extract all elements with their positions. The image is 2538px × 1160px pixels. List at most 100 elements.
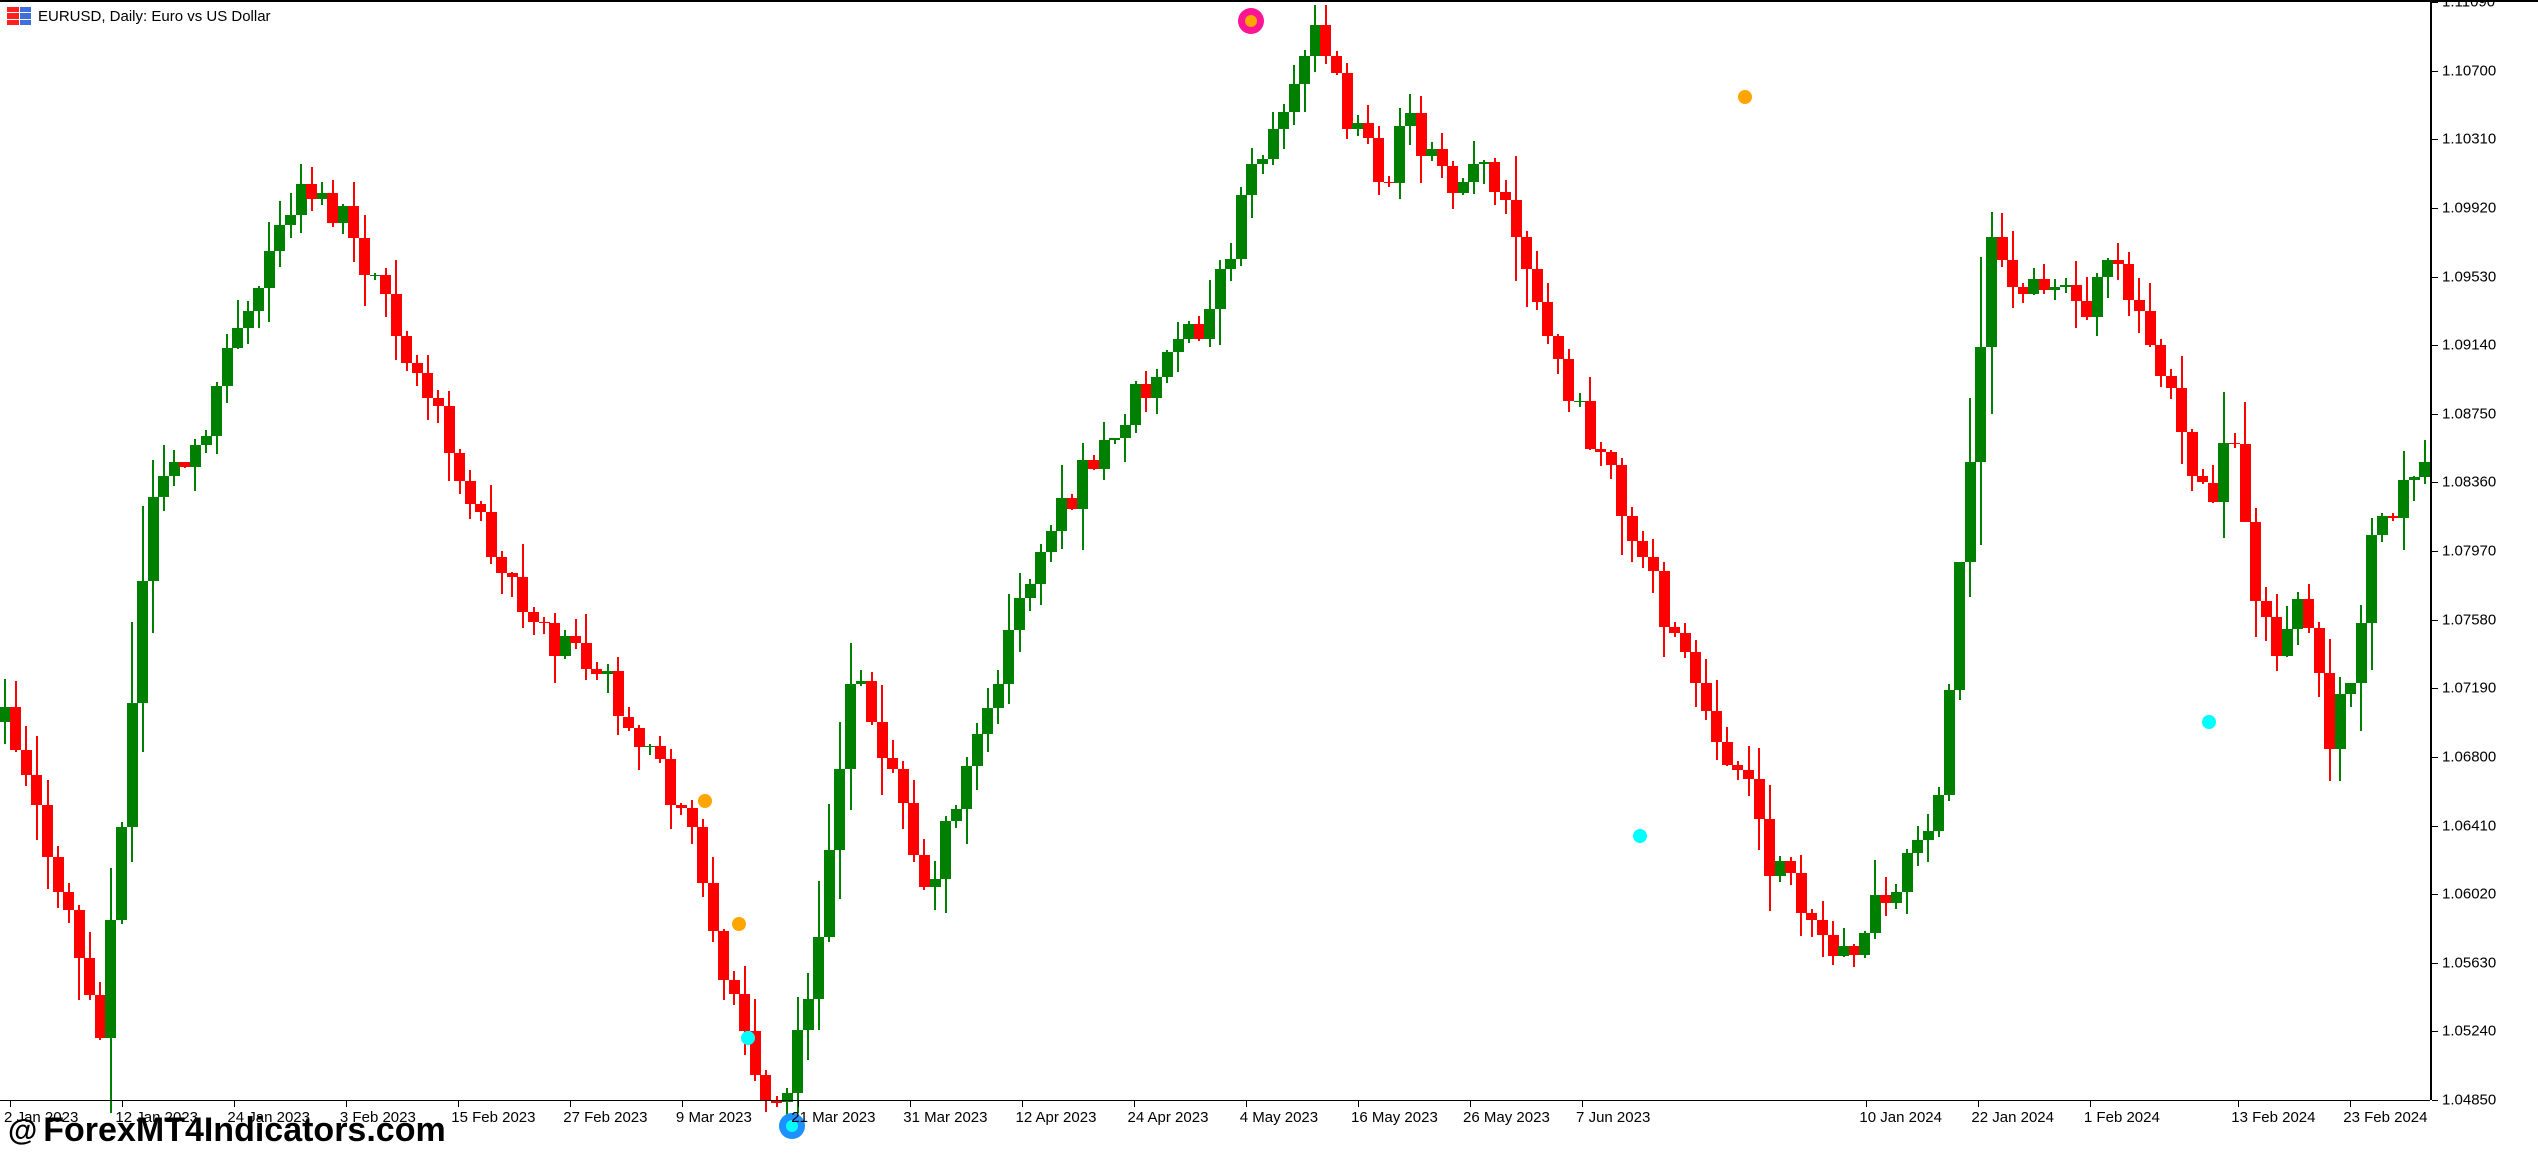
candle-body[interactable] bbox=[444, 406, 455, 453]
candle-body[interactable] bbox=[2314, 628, 2325, 673]
candle-body[interactable] bbox=[1891, 892, 1902, 903]
candle-body[interactable] bbox=[676, 805, 687, 808]
candle-body[interactable] bbox=[1532, 269, 1543, 302]
candle-body[interactable] bbox=[940, 821, 951, 879]
candle-body[interactable] bbox=[972, 734, 983, 766]
candle-body[interactable] bbox=[1056, 498, 1067, 531]
candle-body[interactable] bbox=[613, 671, 624, 717]
candle-body[interactable] bbox=[2335, 694, 2346, 749]
candle-body[interactable] bbox=[1194, 324, 1205, 339]
candle-body[interactable] bbox=[1236, 195, 1247, 259]
candle-body[interactable] bbox=[2113, 260, 2124, 264]
candle-body[interactable] bbox=[370, 275, 381, 277]
candle-body[interactable] bbox=[137, 581, 148, 703]
candle-body[interactable] bbox=[74, 910, 85, 958]
candle-body[interactable] bbox=[1342, 73, 1353, 129]
candle-body[interactable] bbox=[1141, 384, 1152, 398]
candle-body[interactable] bbox=[338, 206, 349, 223]
candle-body[interactable] bbox=[2081, 301, 2092, 317]
candle-body[interactable] bbox=[930, 879, 941, 886]
candle-body[interactable] bbox=[1954, 562, 1965, 689]
candle-body[interactable] bbox=[2007, 260, 2018, 287]
candle-body[interactable] bbox=[729, 980, 740, 995]
candle-wick[interactable] bbox=[543, 617, 545, 634]
candle-body[interactable] bbox=[1120, 425, 1131, 439]
candle-body[interactable] bbox=[306, 184, 317, 200]
candle-body[interactable] bbox=[1806, 913, 1817, 921]
candle-body[interactable] bbox=[856, 681, 867, 684]
candle-body[interactable] bbox=[2208, 483, 2219, 502]
candle-body[interactable] bbox=[2409, 477, 2420, 480]
candle-body[interactable] bbox=[1289, 84, 1300, 112]
candle-body[interactable] bbox=[2292, 599, 2303, 629]
candle-body[interactable] bbox=[591, 669, 602, 675]
candle-body[interactable] bbox=[486, 512, 497, 557]
price-marker-dot[interactable] bbox=[732, 917, 746, 931]
candle-body[interactable] bbox=[285, 215, 296, 226]
candle-body[interactable] bbox=[1986, 237, 1997, 347]
candle-body[interactable] bbox=[2018, 287, 2029, 295]
candle-body[interactable] bbox=[1796, 873, 1807, 913]
candle-body[interactable] bbox=[792, 1030, 803, 1093]
candle-body[interactable] bbox=[127, 703, 138, 826]
candle-body[interactable] bbox=[1902, 853, 1913, 892]
candle-body[interactable] bbox=[433, 398, 444, 406]
candle-body[interactable] bbox=[2240, 444, 2251, 522]
candle-body[interactable] bbox=[1859, 933, 1870, 955]
candle-body[interactable] bbox=[1173, 339, 1184, 352]
candle-body[interactable] bbox=[2282, 629, 2293, 657]
candle-body[interactable] bbox=[1627, 516, 1638, 541]
candle-body[interactable] bbox=[2377, 516, 2388, 536]
candle-body[interactable] bbox=[1722, 742, 1733, 765]
candle-body[interactable] bbox=[1606, 452, 1617, 465]
candle-body[interactable] bbox=[1764, 819, 1775, 876]
candle-body[interactable] bbox=[1849, 946, 1860, 955]
candle-body[interactable] bbox=[2261, 601, 2272, 617]
candle-body[interactable] bbox=[2155, 345, 2166, 376]
candle-body[interactable] bbox=[1489, 162, 1500, 192]
candle-body[interactable] bbox=[1331, 56, 1342, 73]
candle-body[interactable] bbox=[1669, 627, 1680, 632]
candle-body[interactable] bbox=[190, 445, 201, 467]
candle-body[interactable] bbox=[718, 931, 729, 979]
candle-body[interactable] bbox=[1754, 779, 1765, 818]
candle-body[interactable] bbox=[1701, 683, 1712, 712]
candle-body[interactable] bbox=[1151, 377, 1162, 397]
candle-body[interactable] bbox=[2324, 673, 2335, 749]
candle-body[interactable] bbox=[380, 275, 391, 295]
candle-body[interactable] bbox=[1775, 861, 1786, 876]
candle-body[interactable] bbox=[824, 850, 835, 937]
candle-body[interactable] bbox=[866, 681, 877, 722]
candle-body[interactable] bbox=[877, 722, 888, 758]
candle-body[interactable] bbox=[179, 462, 190, 467]
candle-body[interactable] bbox=[2071, 285, 2082, 301]
candle-body[interactable] bbox=[42, 805, 53, 857]
candle-body[interactable] bbox=[465, 481, 476, 503]
candle-body[interactable] bbox=[1003, 630, 1014, 684]
candle-body[interactable] bbox=[1542, 302, 1553, 336]
candle-body[interactable] bbox=[951, 809, 962, 822]
candle-body[interactable] bbox=[454, 453, 465, 482]
candle-body[interactable] bbox=[1479, 162, 1490, 164]
candle-body[interactable] bbox=[813, 937, 824, 998]
candle-body[interactable] bbox=[528, 612, 539, 622]
candle-body[interactable] bbox=[898, 769, 909, 803]
candle-body[interactable] bbox=[1785, 861, 1796, 873]
candle-body[interactable] bbox=[2356, 623, 2367, 683]
candle-body[interactable] bbox=[1416, 113, 1427, 155]
candle-body[interactable] bbox=[496, 557, 507, 574]
candle-body[interactable] bbox=[53, 857, 64, 892]
candlestick-plot-area[interactable] bbox=[0, 2, 2430, 1100]
candle-body[interactable] bbox=[1077, 460, 1088, 508]
candle-body[interactable] bbox=[2102, 260, 2113, 278]
candle-body[interactable] bbox=[2303, 599, 2314, 628]
candle-body[interactable] bbox=[570, 636, 581, 644]
candle-body[interactable] bbox=[1648, 557, 1659, 571]
candle-body[interactable] bbox=[2145, 311, 2156, 345]
candle-wick[interactable] bbox=[437, 390, 439, 423]
candle-body[interactable] bbox=[2229, 443, 2240, 445]
candle-body[interactable] bbox=[539, 622, 550, 624]
price-marker-dot[interactable] bbox=[698, 794, 712, 808]
candle-body[interactable] bbox=[1923, 831, 1934, 840]
candle-body[interactable] bbox=[1870, 895, 1881, 933]
